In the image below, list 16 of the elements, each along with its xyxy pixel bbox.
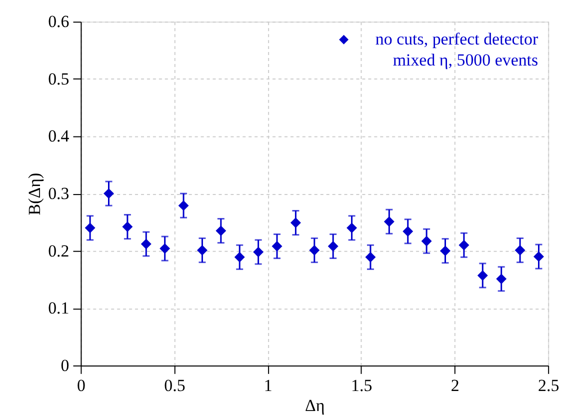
x-tick-label: 0 [76, 376, 86, 395]
y-tick-label: 0 [60, 356, 70, 375]
y-axis-title: B(Δη) [25, 172, 44, 216]
x-tick-label: 1 [264, 376, 272, 395]
y-tick-label: 0.1 [48, 298, 70, 318]
y-tick-label: 0.3 [48, 184, 70, 204]
y-tick-label: 0.2 [48, 241, 70, 260]
x-tick-label: 0.5 [164, 376, 186, 395]
y-tick-label: 0.6 [48, 12, 70, 32]
y-tick-label: 0.4 [48, 126, 70, 146]
x-tick-label: 2 [450, 376, 460, 395]
legend-label: no cuts, perfect detector mixed η, 5000 events [375, 30, 538, 70]
y-tick-label: 0.5 [48, 69, 70, 88]
x-tick-label: 1.5 [351, 376, 372, 395]
x-axis-title: Δη [305, 396, 325, 415]
x-tick-label: 2.5 [538, 376, 560, 395]
